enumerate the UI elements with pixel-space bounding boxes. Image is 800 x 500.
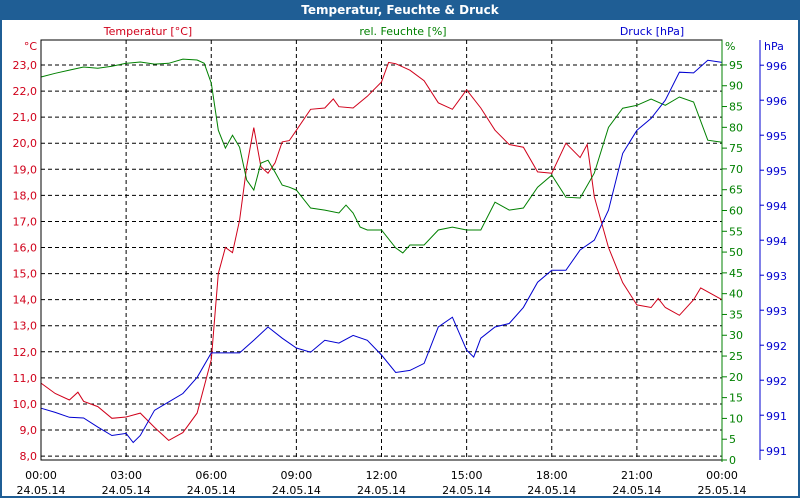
x-tick-time-label: 12:00	[366, 469, 398, 482]
humidity-tick-label: 70	[729, 163, 743, 176]
temperature-tick-label: 14,0	[13, 294, 38, 307]
humidity-tick-label: 80	[729, 121, 743, 134]
x-tick-time-label: 18:00	[536, 469, 568, 482]
pressure-tick-label: 995	[766, 130, 787, 143]
pressure-legend-label: Druck [hPa]	[620, 25, 684, 38]
temperature-tick-label: 23,0	[13, 59, 38, 72]
pressure-unit-label: hPa	[764, 40, 784, 53]
x-tick-date-label: 24.05.14	[357, 484, 406, 497]
humidity-tick-label: 75	[729, 142, 743, 155]
temperature-legend-label: Temperatur [°C]	[103, 25, 192, 38]
humidity-tick-label: 65	[729, 184, 743, 197]
pressure-tick-label: 996	[766, 95, 787, 108]
pressure-tick-label: 995	[766, 165, 787, 178]
humidity-tick-label: 20	[729, 371, 743, 384]
humidity-series-line	[40, 58, 723, 254]
humidity-tick-label: 90	[729, 80, 743, 93]
x-tick-date-label: 24.05.14	[527, 484, 576, 497]
pressure-tick-label: 996	[766, 60, 787, 73]
pressure-tick-label: 991	[766, 445, 787, 458]
humidity-tick-label: 55	[729, 225, 743, 238]
grid	[41, 40, 722, 460]
x-tick-date-label: 24.05.14	[187, 484, 236, 497]
x-tick-time-label: 06:00	[195, 469, 227, 482]
pressure-tick-label: 994	[766, 235, 787, 248]
temperature-tick-label: 11,0	[13, 372, 38, 385]
temperature-tick-label: 22,0	[13, 85, 38, 98]
x-tick-time-label: 03:00	[110, 469, 142, 482]
x-tick-time-label: 09:00	[281, 469, 313, 482]
humidity-unit-label: %	[725, 40, 735, 53]
axis-ticks: 8,0 9,0 10,0 11,0 12,0 13,0 14,0 15,0 16,0 17,0 18…	[13, 59, 788, 497]
temperature-tick-label: 17,0	[13, 215, 38, 228]
x-tick-time-label: 15:00	[451, 469, 483, 482]
humidity-tick-label: 5	[729, 433, 736, 446]
temperature-tick-label: 20,0	[13, 137, 38, 150]
temperature-tick-label: 10,0	[13, 398, 38, 411]
temperature-tick-label: 19,0	[13, 163, 38, 176]
humidity-tick-label: 35	[729, 308, 743, 321]
temperature-tick-label: 18,0	[13, 189, 38, 202]
pressure-tick-label: 993	[766, 270, 787, 283]
x-tick-time-label: 21:00	[621, 469, 653, 482]
x-tick-date-label: 24.05.14	[102, 484, 151, 497]
temperature-tick-label: 13,0	[13, 320, 38, 333]
temperature-tick-label: 8,0	[20, 450, 38, 463]
humidity-tick-label: 0	[729, 454, 736, 467]
pressure-tick-label: 991	[766, 410, 787, 423]
temperature-tick-label: 15,0	[13, 268, 38, 281]
humidity-tick-label: 40	[729, 288, 743, 301]
x-tick-time-label: 00:00	[25, 469, 57, 482]
humidity-tick-label: 10	[729, 412, 743, 425]
temperature-tick-label: 21,0	[13, 111, 38, 124]
temperature-tick-label: 9,0	[20, 424, 38, 437]
x-tick-date-label: 24.05.14	[17, 484, 66, 497]
x-tick-date-label: 25.05.14	[698, 484, 747, 497]
humidity-tick-label: 30	[729, 329, 743, 342]
pressure-tick-label: 994	[766, 200, 787, 213]
humidity-tick-label: 95	[729, 59, 743, 72]
pressure-tick-label: 992	[766, 340, 787, 353]
temperature-tick-label: 12,0	[13, 346, 38, 359]
humidity-tick-label: 85	[729, 101, 743, 114]
humidity-tick-label: 50	[729, 246, 743, 259]
pressure-tick-label: 993	[766, 305, 787, 318]
window-title: Temperatur, Feuchte & Druck	[0, 0, 800, 20]
temperature-unit-label: °C	[24, 40, 38, 53]
x-tick-date-label: 24.05.14	[612, 484, 661, 497]
humidity-legend-label: rel. Feuchte [%]	[359, 25, 446, 38]
pressure-series-line	[40, 59, 723, 444]
temperature-tick-label: 16,0	[13, 242, 38, 255]
temperature-series-line	[40, 61, 723, 442]
pressure-tick-label: 992	[766, 375, 787, 388]
humidity-tick-label: 15	[729, 392, 743, 405]
humidity-tick-label: 45	[729, 267, 743, 280]
x-tick-date-label: 24.05.14	[272, 484, 321, 497]
x-tick-time-label: 00:00	[706, 469, 738, 482]
series-lines	[40, 58, 723, 444]
humidity-tick-label: 25	[729, 350, 743, 363]
x-tick-date-label: 24.05.14	[442, 484, 491, 497]
humidity-tick-label: 60	[729, 204, 743, 217]
